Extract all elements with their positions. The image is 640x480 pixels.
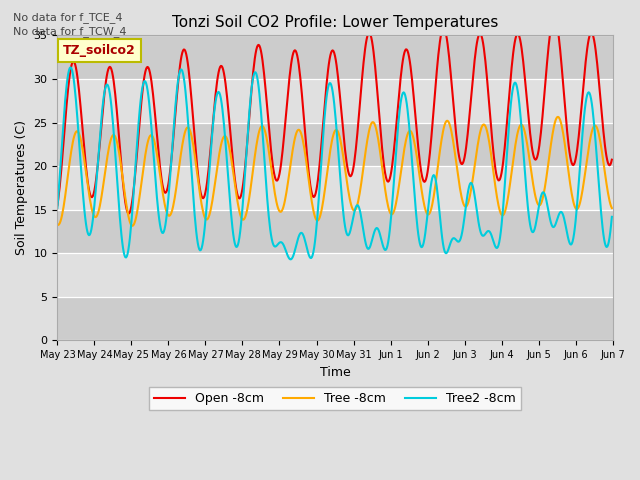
Tree2 -8cm	[54, 205, 61, 211]
Open -8cm	[63, 93, 71, 98]
Tree2 -8cm	[178, 67, 186, 72]
Tree2 -8cm	[67, 64, 74, 70]
Tree2 -8cm	[404, 107, 412, 112]
Open -8cm	[125, 211, 132, 216]
Line: Tree -8cm: Tree -8cm	[58, 117, 612, 226]
Bar	[58, 297, 612, 340]
Legend: Open -8cm, Tree -8cm, Tree2 -8cm: Open -8cm, Tree -8cm, Tree2 -8cm	[149, 387, 521, 410]
Line: Tree2 -8cm: Tree2 -8cm	[58, 67, 612, 259]
Bar	[58, 166, 612, 210]
Tree2 -8cm	[207, 147, 214, 153]
Tree -8cm	[403, 134, 411, 140]
Tree -8cm	[419, 195, 427, 201]
Text: No data for f_TCE_4: No data for f_TCE_4	[13, 12, 122, 23]
Line: Open -8cm: Open -8cm	[58, 16, 612, 214]
Bar	[58, 122, 612, 166]
Open -8cm	[608, 157, 616, 163]
Tree -8cm	[54, 222, 61, 228]
Tree -8cm	[121, 189, 129, 194]
Open -8cm	[550, 13, 558, 19]
Open -8cm	[178, 53, 186, 59]
Bar	[58, 210, 612, 253]
Y-axis label: Soil Temperatures (C): Soil Temperatures (C)	[15, 120, 28, 255]
Bar	[58, 79, 612, 122]
Tree -8cm	[129, 223, 136, 228]
Open -8cm	[121, 193, 129, 199]
X-axis label: Time: Time	[319, 366, 350, 379]
Tree -8cm	[207, 206, 214, 212]
Tree2 -8cm	[420, 240, 428, 245]
Open -8cm	[419, 177, 427, 182]
Tree2 -8cm	[608, 214, 616, 220]
Tree -8cm	[554, 114, 562, 120]
Open -8cm	[207, 143, 214, 148]
Open -8cm	[54, 202, 61, 208]
Tree -8cm	[178, 147, 186, 153]
Title: Tonzi Soil CO2 Profile: Lower Temperatures: Tonzi Soil CO2 Profile: Lower Temperatur…	[172, 15, 498, 30]
Tree2 -8cm	[122, 254, 129, 260]
Bar	[58, 36, 612, 79]
Open -8cm	[403, 47, 411, 52]
Tree -8cm	[608, 205, 616, 211]
Bar	[58, 253, 612, 297]
Tree2 -8cm	[287, 256, 294, 262]
Tree2 -8cm	[63, 76, 71, 82]
Text: No data for f_TCW_4: No data for f_TCW_4	[13, 26, 126, 37]
Tree -8cm	[63, 176, 71, 182]
Text: TZ_soilco2: TZ_soilco2	[63, 45, 136, 58]
